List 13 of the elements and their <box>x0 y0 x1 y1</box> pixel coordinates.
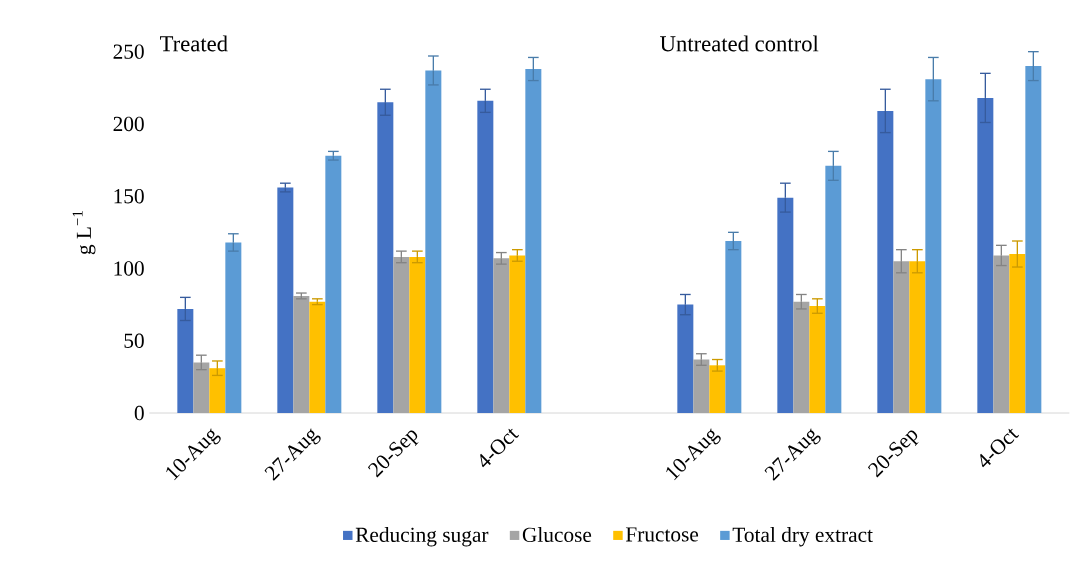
legend-label: Fructose <box>625 527 699 542</box>
y-tick-label: 200 <box>113 116 144 132</box>
legend-label: Reducing sugar <box>355 527 489 547</box>
text: Treated <box>160 35 228 52</box>
y-tick-label: 50 <box>124 333 144 348</box>
legend-label: Total dry extract <box>732 527 873 547</box>
y-tick-label: 250 <box>113 44 144 59</box>
y-tick-label: 100 <box>114 261 144 276</box>
text: Untreated control <box>660 35 819 52</box>
y-tick-label: 0 <box>134 405 144 421</box>
y-axis-title: g L$^{−1}$ <box>72 211 96 255</box>
y-tick-label: 150 <box>114 189 144 204</box>
legend-label: Glucose <box>522 527 592 543</box>
